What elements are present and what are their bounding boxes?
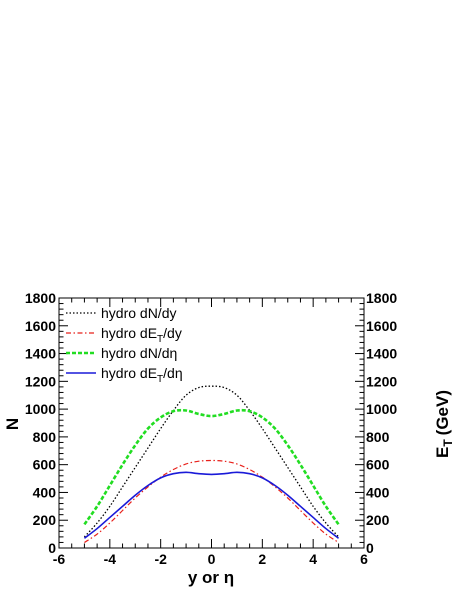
legend-label-3: hydro dN/dη	[101, 345, 177, 361]
y-tick-label-left: 800	[33, 429, 57, 445]
y-tick-label-right: 1800	[366, 290, 397, 306]
legend-label-main: hydro dN/dη	[101, 345, 177, 361]
y-axis-right-title: ET (GeV)	[433, 390, 455, 458]
series-line-1	[83, 385, 340, 538]
x-axis-title: y or η	[188, 568, 234, 587]
series-line-2	[84, 459, 339, 543]
y-tick-label-right: 600	[366, 457, 390, 473]
legend-label-4: hydro dET/dη	[101, 365, 183, 385]
x-tick-label: 4	[309, 551, 317, 567]
y-tick-label-right: 200	[366, 512, 390, 528]
y-tick-label-right: 1200	[366, 373, 397, 389]
legend-label-1: hydro dN/dy	[101, 305, 176, 321]
legend-label-rest: /dy	[163, 325, 182, 341]
y-tick-label-right: 800	[366, 429, 390, 445]
y-axis-right-title-sub: T	[441, 439, 455, 447]
legend-label-main: hydro dE	[101, 365, 157, 381]
y-axis-right-title-unit: (GeV)	[433, 390, 452, 435]
y-tick-label-right: 400	[366, 484, 390, 500]
legend-label-main: hydro dE	[101, 325, 157, 341]
x-tick-label: -2	[154, 551, 167, 567]
series-layer	[83, 385, 340, 543]
legend-label-2: hydro dET/dy	[101, 325, 182, 345]
y-axis-right: 0 200 400 600 800 1000 1200 1400 1600 1800	[355, 290, 397, 556]
y-axis-left-title: N	[3, 418, 22, 430]
y-tick-label-left: 1600	[25, 318, 56, 334]
y-tick-label-left: 600	[33, 457, 57, 473]
y-tick-label-left: 1000	[25, 401, 56, 417]
y-tick-label-right: 1000	[366, 401, 397, 417]
y-tick-label-left: 1800	[25, 290, 56, 306]
y-tick-label-left: 1400	[25, 346, 56, 362]
series-line-4	[83, 471, 340, 539]
y-tick-label-right: 1400	[366, 346, 397, 362]
x-axis: -6 -4 -2 0 2 4 6	[53, 298, 368, 567]
x-tick-label: 0	[208, 551, 216, 567]
y-axis-left: 0 200 400 600 800 1000 1200 1400 1600 1800	[25, 290, 68, 556]
x-tick-label: 6	[360, 551, 368, 567]
y-tick-label-left: 400	[33, 484, 57, 500]
legend-label-main: hydro dN/dy	[101, 305, 176, 321]
y-axis-right-title-main: E	[433, 447, 452, 458]
legend-label-sub: T	[157, 374, 163, 385]
x-tick-label: -6	[53, 551, 66, 567]
x-tick-label: -4	[104, 551, 117, 567]
y-tick-label-right: 1600	[366, 318, 397, 334]
x-tick-label: 2	[258, 551, 266, 567]
y-tick-label-left: 0	[48, 540, 56, 556]
y-tick-label-right: 0	[366, 540, 374, 556]
legend-label-rest: /dη	[163, 365, 182, 381]
y-tick-label-left: 1200	[25, 373, 56, 389]
legend-label-sub: T	[157, 334, 163, 345]
y-tick-label-left: 200	[33, 512, 57, 528]
